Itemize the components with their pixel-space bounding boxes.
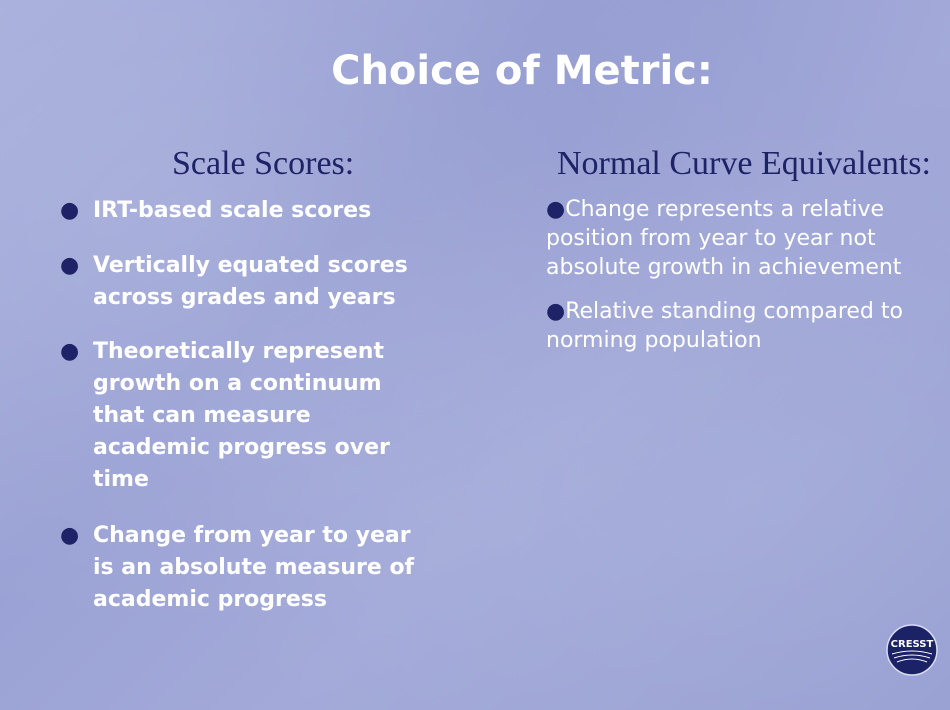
- list-item-text: time: [93, 467, 149, 492]
- list-item: ● Vertically equated scores across grade…: [60, 250, 500, 336]
- list-item-text: that can measure: [93, 403, 311, 428]
- list-item: ● Theoretically represent growth on a co…: [60, 336, 500, 520]
- list-item-text: academic progress over: [93, 435, 390, 460]
- list-item-text: academic progress: [93, 587, 327, 612]
- bullet-icon: ●: [546, 299, 566, 324]
- list-item-text: position from year to year not: [546, 226, 876, 251]
- nce-list: ●Change represents a relative position f…: [546, 195, 950, 355]
- list-item-text: growth on a continuum: [93, 371, 382, 396]
- list-item: ● IRT-based scale scores: [60, 195, 500, 250]
- bullet-icon: ●: [60, 523, 80, 548]
- scale-scores-list: ● IRT-based scale scores ● Vertically eq…: [60, 195, 500, 616]
- list-item-text: is an absolute measure of: [93, 555, 415, 580]
- list-item-text: norming population: [546, 328, 762, 353]
- slide-title: Choice of Metric:: [331, 48, 713, 94]
- list-item-text: across grades and years: [93, 285, 396, 310]
- bullet-icon: ●: [546, 197, 566, 222]
- list-item-text: absolute growth in achievement: [546, 255, 902, 280]
- list-item: ●Change represents a relative position f…: [546, 195, 950, 297]
- bullet-icon: ●: [60, 339, 80, 364]
- list-item-text: IRT-based scale scores: [93, 198, 372, 223]
- nce-heading: Normal Curve Equivalents:: [557, 145, 931, 182]
- logo-text: CRESST: [891, 639, 934, 650]
- list-item-text: Relative standing compared to: [565, 299, 903, 324]
- bullet-icon: ●: [60, 253, 80, 278]
- list-item: ●Relative standing compared to norming p…: [546, 297, 950, 355]
- cresst-logo: CRESST: [886, 624, 938, 676]
- list-item: ● Change from year to year is an absolut…: [60, 520, 500, 616]
- scale-scores-heading: Scale Scores:: [172, 145, 355, 182]
- list-item-text: Change from year to year: [93, 523, 411, 548]
- list-item-text: Vertically equated scores: [93, 253, 408, 278]
- list-item-text: Theoretically represent: [93, 339, 384, 364]
- list-item-text: Change represents a relative: [565, 197, 885, 222]
- bullet-icon: ●: [60, 198, 80, 223]
